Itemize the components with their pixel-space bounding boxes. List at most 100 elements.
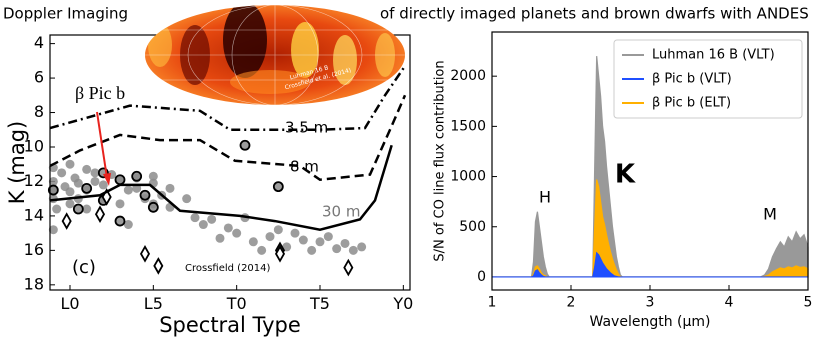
point [90,168,100,178]
point [272,181,284,193]
x-tick-label: 2 [567,295,576,311]
point [48,176,58,186]
point [123,220,133,230]
y-tick-label: 1000 [450,169,486,185]
point [114,215,126,227]
y-tick-label: 6 [34,68,44,87]
point [223,223,233,233]
x-tick-label: L0 [60,294,79,313]
diamond-point [343,258,354,277]
point [265,232,275,242]
point [65,187,75,197]
point [57,168,67,178]
point [98,180,108,190]
point [215,233,225,243]
band-label: K [615,160,636,190]
y-tick-label: 4 [34,33,44,52]
left-chart: 4 6 8 10 12 14 16 18 L0 L5 T0 T5 Y0 3.5 m 8 m 30 m β Pic… [5,33,413,337]
y-axis-label: S/N of CO line flux contribution [433,60,448,261]
y-tick-label: 12 [24,171,44,190]
y-tick-label: 8 [34,102,44,121]
limit-line [49,94,407,182]
header-right: of directly imaged planets and brown dwa… [380,5,809,23]
limit-line [49,144,393,231]
legend-label: β Pic b (VLT) [652,72,732,87]
header-left: Doppler Imaging [3,5,128,23]
point [114,174,126,186]
point [73,178,83,188]
line-label: 3.5 m [285,119,328,137]
right-chart: 0 500 1000 1500 2000 1 2 3 4 5 H K M Luhman 16 B (VLT… [433,31,813,330]
point [207,214,217,224]
point [52,204,62,214]
point [47,184,59,196]
y-axis-label: K (mag) [5,121,29,205]
x-tick-label: T0 [226,294,247,313]
diamond-point [94,205,106,224]
x-tick-label: T5 [309,294,330,313]
y-tick-label: 0 [477,269,486,285]
area [492,179,809,278]
legend-box [613,39,803,119]
point [290,228,300,238]
line-label: 8 m [290,158,319,176]
legend-label: Luhman 16 B (VLT) [652,48,775,63]
y-tick-label: 500 [459,219,486,235]
point [72,203,84,215]
area [492,251,808,278]
point [147,201,159,213]
point [298,235,308,245]
point [239,139,251,151]
band-label: H [539,188,551,207]
point [139,189,151,201]
point [332,244,342,254]
plot-frame [491,31,809,291]
point [115,199,125,209]
point [148,171,158,181]
point [315,237,325,247]
y-tick-label: 2000 [450,68,486,84]
diamond-point [153,257,164,275]
area [492,56,809,278]
annotation: β Pic b [75,83,125,103]
x-tick-label: 5 [804,295,813,311]
x-tick-label: Y0 [392,294,413,313]
point [257,245,267,255]
y-tick-label: 10 [24,136,44,155]
point [48,225,58,235]
point [182,194,192,204]
point [190,213,200,223]
point [131,170,143,182]
x-tick-label: 4 [725,295,734,311]
y-tick-label: 14 [24,205,44,224]
point [81,182,93,194]
point [348,245,358,255]
point [82,204,92,214]
annotation: Crossfield (2014) [185,263,271,274]
annotation: (c) [72,257,96,278]
point [65,159,75,169]
arrow-head [103,173,111,186]
diamond-point [61,212,72,230]
arrow [96,111,108,179]
x-tick-label: 3 [646,295,655,311]
y-tick-label: 18 [24,274,44,293]
point [232,228,242,238]
legend-label: β Pic b (ELT) [652,96,731,111]
diamond-point [139,245,151,263]
point [307,245,317,255]
y-tick-label: 1500 [450,118,486,134]
point [198,220,208,230]
doppler-map: Luhman 16 B Crossfield et al. (2014) [145,5,405,105]
y-tick-label: 16 [24,240,44,259]
point [165,183,175,193]
point [248,237,258,247]
point [273,225,283,235]
line-label: 30 m [322,203,360,221]
limit-line [49,65,407,132]
diamond-point [274,245,286,263]
point [123,185,133,195]
x-tick-label: L5 [144,294,163,313]
band-label: M [763,205,777,224]
